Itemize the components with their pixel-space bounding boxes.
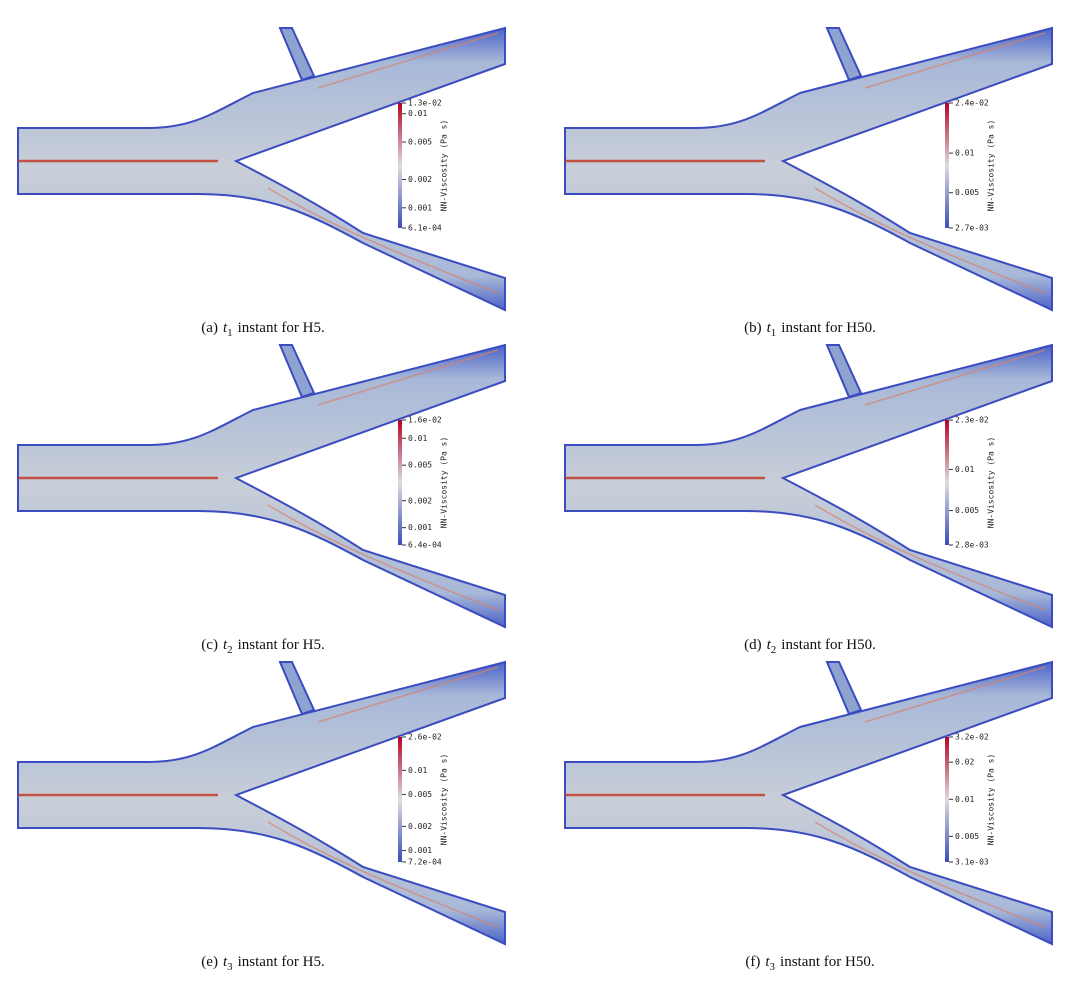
colorbar-tick-label: 2.7e-03 (955, 224, 989, 233)
colorbar-tick-label: 0.002 (408, 496, 432, 505)
colorbar-title: NN-Viscosity (Pa s) (440, 754, 449, 846)
vessel (17, 26, 506, 312)
panel: 1.3e-020.01 0.005 0.002 0.001 6.1e-04 NN-Visc… (17, 26, 506, 339)
colorbar-tick-label: 0.01 (955, 465, 974, 474)
colorbar (945, 103, 949, 228)
colorbar (398, 103, 402, 228)
caption-label: (f) (745, 954, 760, 970)
branch-streak (814, 666, 1046, 928)
colorbar-tick-label: 0.005 (408, 790, 432, 799)
caption-text: instant for H50. (780, 954, 875, 970)
caption-variable: t (223, 637, 228, 653)
colorbar-title: NN-Viscosity (Pa s) (987, 754, 996, 846)
caption-variable: t (223, 320, 228, 336)
colorbar-tick-label: 6.4e-04 (408, 541, 442, 550)
colorbar-tick-label: 1.6e-02 (408, 416, 442, 425)
colorbar-tick-label: 0.005 (955, 188, 979, 197)
colorbar-tick-label: 2.3e-02 (955, 416, 989, 425)
caption: (c) t2 instant for H5. (201, 637, 324, 656)
caption: (e) t3 instant for H5. (201, 954, 324, 973)
colorbar-tick-label: 7.2e-04 (408, 858, 442, 867)
caption: (a) t1 instant for H5. (201, 320, 324, 339)
colorbar-tick-label: 3.2e-02 (955, 733, 989, 742)
caption-text: instant for H50. (781, 637, 876, 653)
colorbar-tick-label: 0.005 (408, 461, 432, 470)
colorbar-tick-label: 0.002 (408, 175, 432, 184)
panel: 2.6e-02 0.01 0.005 0.002 0.001 7.2e-04 NN-Visc… (17, 660, 506, 973)
caption-text: instant for H5. (238, 320, 325, 336)
side-vessel (825, 661, 863, 716)
branch-streak (267, 349, 499, 611)
caption-variable: t (767, 637, 772, 653)
caption-label: (d) (744, 637, 762, 653)
colorbar (398, 737, 402, 862)
caption-text: instant for H5. (238, 954, 325, 970)
side-vessel (825, 27, 863, 82)
caption-variable: t (223, 954, 228, 970)
colorbar-tick-label: 0.01 (408, 766, 427, 775)
panel: 1.6e-02 0.01 0.005 0.002 0.001 6.4e-04 NN-Visc… (17, 343, 506, 656)
colorbar-tick-label: 2.6e-02 (408, 733, 442, 742)
caption-subscript: 3 (770, 961, 776, 973)
vessel (564, 660, 1053, 946)
colorbar (945, 737, 949, 862)
side-vessel (278, 344, 316, 399)
colorbar-tick-label: 0.002 (408, 822, 432, 831)
colorbar-tick-label: 0.01 (955, 149, 974, 158)
caption-variable: t (767, 320, 772, 336)
colorbar-tick-label: 2.4e-02 (955, 99, 989, 108)
caption-subscript: 3 (227, 961, 233, 973)
caption-label: (e) (201, 954, 218, 970)
colorbar-tick-label: 3.1e-03 (955, 858, 989, 867)
caption-label: (c) (201, 637, 218, 653)
colorbar-tick-label: 0.02 (955, 758, 974, 767)
colorbar-tick-label: 0.005 (955, 832, 979, 841)
caption-subscript: 1 (227, 327, 233, 339)
caption-text: instant for H5. (238, 637, 325, 653)
caption-subscript: 2 (771, 644, 777, 656)
caption-label: (a) (201, 320, 218, 336)
colorbar-tick-label: 0.001 (408, 846, 432, 855)
caption-subscript: 1 (771, 327, 777, 339)
colorbar-title: NN-Viscosity (Pa s) (440, 437, 449, 529)
vessel (17, 343, 506, 629)
colorbar-title: NN-Viscosity (Pa s) (440, 120, 449, 212)
colorbar-tick-label: 0.01 (408, 109, 427, 118)
colorbar-tick-label: 0.01 (408, 434, 427, 443)
colorbar-tick-label: 0.001 (408, 203, 432, 212)
vessel (564, 343, 1053, 629)
colorbar (945, 420, 949, 545)
colorbar-tick-label: 0.005 (408, 138, 432, 147)
caption: (f) t3 instant for H50. (745, 954, 874, 973)
caption: (d) t2 instant for H50. (744, 637, 876, 656)
colorbar-title: NN-Viscosity (Pa s) (987, 437, 996, 529)
panel: 3.2e-02 0.02 0.01 0.005 3.1e-03 NN-Viscosity … (564, 660, 1053, 973)
caption-subscript: 2 (227, 644, 233, 656)
colorbar-tick-label: 0.001 (408, 523, 432, 532)
caption-variable: t (765, 954, 770, 970)
branch-streak (267, 32, 499, 294)
caption-label: (b) (744, 320, 762, 336)
caption-text: instant for H50. (781, 320, 876, 336)
branch-streak (814, 349, 1046, 611)
colorbar-tick-label: 0.01 (955, 795, 974, 804)
branch-streak (267, 666, 499, 928)
panel: 2.4e-02 0.01 0.005 2.7e-03 NN-Viscosity (Pa … (564, 26, 1053, 339)
branch-streak (814, 32, 1046, 294)
side-vessel (278, 661, 316, 716)
colorbar-tick-label: 0.005 (955, 506, 979, 515)
vessel (564, 26, 1053, 312)
colorbar-tick-label: 1.3e-02 (408, 99, 442, 108)
vessel (17, 660, 506, 946)
colorbar-tick-label: 6.1e-04 (408, 224, 442, 233)
side-vessel (825, 344, 863, 399)
colorbar-tick-label: 2.8e-03 (955, 541, 989, 550)
colorbar-title: NN-Viscosity (Pa s) (987, 120, 996, 212)
colorbar (398, 420, 402, 545)
caption: (b) t1 instant for H50. (744, 320, 876, 339)
side-vessel (278, 27, 316, 82)
panel: 2.3e-02 0.01 0.005 2.8e-03 NN-Viscosity (Pa … (564, 343, 1053, 656)
